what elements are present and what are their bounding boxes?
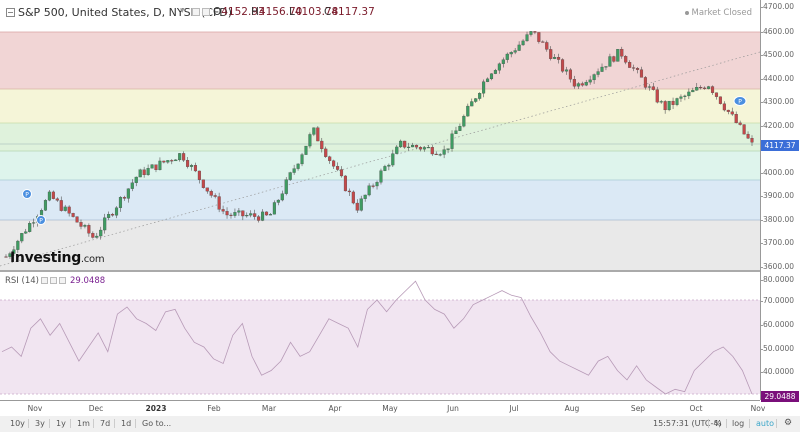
market-status: Market Closed xyxy=(684,8,752,18)
time-label: Mar xyxy=(261,404,277,413)
rsi-line xyxy=(1,280,753,395)
time-label: Dec xyxy=(88,404,104,413)
time-label: Feb xyxy=(207,404,221,413)
price-tick: 3900.00 xyxy=(759,191,795,200)
hide-icon[interactable] xyxy=(202,8,210,16)
separator xyxy=(70,419,71,428)
ohlc-high: H4156.70 xyxy=(251,6,303,18)
time-label: Apr xyxy=(328,404,342,413)
separator xyxy=(49,419,50,428)
time-label: 2023 xyxy=(145,404,167,413)
rsi-tick: 50.0000 xyxy=(759,344,795,353)
range-10y-button[interactable]: 10y xyxy=(10,419,25,428)
rsi-band xyxy=(0,300,760,394)
price-tick: 4500.00 xyxy=(759,50,795,59)
rsi-settings-icon[interactable] xyxy=(41,277,48,284)
separator xyxy=(93,419,94,428)
separator xyxy=(708,419,709,428)
pane-divider[interactable] xyxy=(0,270,800,272)
clock-display: 15:57:31 (UTC-4) xyxy=(653,419,722,428)
range-7d-button[interactable]: 7d xyxy=(100,419,111,428)
svg-text:P: P xyxy=(738,99,742,106)
separator xyxy=(749,419,750,428)
separator xyxy=(114,419,115,428)
rsi-hide-icon[interactable] xyxy=(50,277,57,284)
ohlc-low: L4103.78 xyxy=(289,6,339,18)
rsi-tick: 60.0000 xyxy=(759,320,795,329)
time-label: Nov xyxy=(750,404,766,413)
price-tick: 4200.00 xyxy=(759,121,795,130)
price-tick: 4600.00 xyxy=(759,27,795,36)
goto-date-button[interactable]: Go to... xyxy=(142,419,172,428)
time-axis[interactable]: Nov Dec 2023 Feb Mar Apr May Jun Jul Aug… xyxy=(0,400,765,416)
time-label: Oct xyxy=(689,404,703,413)
gear-icon[interactable]: ⚙ xyxy=(784,418,793,428)
instrument-title[interactable]: S&P 500, United States, D, NYSE (CFD) xyxy=(18,6,233,19)
time-label: Jun xyxy=(447,404,459,413)
fib-level-lines xyxy=(0,31,760,221)
range-1d-button[interactable]: 1d xyxy=(121,419,132,428)
fib-band-gray xyxy=(0,220,760,272)
fib-band-red xyxy=(0,32,760,89)
time-label: Sep xyxy=(630,404,646,413)
rsi-indicator-label[interactable]: RSI (14) ▾ xyxy=(5,276,45,286)
auto-scale-toggle[interactable]: auto xyxy=(756,419,775,428)
separator xyxy=(726,419,727,428)
p-marker-1[interactable]: P xyxy=(22,189,32,199)
separator xyxy=(135,419,136,428)
candlesticks xyxy=(4,30,754,259)
range-1m-button[interactable]: 1m xyxy=(77,419,90,428)
fib-band-yellow xyxy=(0,89,760,123)
svg-text:P: P xyxy=(25,192,29,199)
chart-header: S&P 500, United States, D, NYSE (CFD) ▾ … xyxy=(0,0,760,28)
price-tick: 3700.00 xyxy=(759,238,795,247)
price-tick: 4300.00 xyxy=(759,97,795,106)
svg-text:P: P xyxy=(39,218,43,225)
fib-band-blue xyxy=(0,180,760,220)
bottom-toolbar: 10y 3y 1y 1m 7d 1d Go to... 15:57:31 (UT… xyxy=(0,416,800,432)
price-tick: 4000.00 xyxy=(759,168,795,177)
rsi-chart[interactable] xyxy=(0,272,760,400)
time-label: Aug xyxy=(564,404,580,413)
price-tick: 4400.00 xyxy=(759,74,795,83)
price-chart[interactable]: P P P xyxy=(0,0,760,272)
rsi-tick: 40.0000 xyxy=(759,367,795,376)
investing-logo: Investing.com xyxy=(10,250,105,266)
collapse-icon[interactable] xyxy=(6,8,15,17)
price-tick: 3800.00 xyxy=(759,215,795,224)
price-tick: 3600.00 xyxy=(759,262,795,271)
last-price-label: 4117.37 xyxy=(761,140,799,151)
settings-icon[interactable] xyxy=(192,8,200,16)
fib-band-green xyxy=(0,123,760,151)
status-dot-icon xyxy=(684,10,689,15)
rsi-last-value-label: 29.0488 xyxy=(761,391,799,402)
price-tick: 4700.00 xyxy=(759,2,795,11)
rsi-tick: 70.0000 xyxy=(759,296,795,305)
separator xyxy=(28,419,29,428)
range-1y-button[interactable]: 1y xyxy=(56,419,66,428)
log-scale-toggle[interactable]: log xyxy=(732,419,745,428)
ohlc-open: O4152.93 xyxy=(213,6,265,18)
range-3y-button[interactable]: 3y xyxy=(35,419,45,428)
time-label: May xyxy=(382,404,398,413)
chevron-down-icon[interactable]: ▾ xyxy=(180,6,185,16)
time-label: Jul xyxy=(509,404,519,413)
price-axis[interactable]: 4700.00 4600.00 4500.00 4400.00 4300.00 … xyxy=(759,0,800,400)
percent-scale-toggle[interactable]: % xyxy=(714,419,722,428)
rsi-close-icon[interactable] xyxy=(59,277,66,284)
time-label: Nov xyxy=(27,404,43,413)
p-marker-2[interactable]: P xyxy=(36,215,46,225)
p-marker-3[interactable]: P xyxy=(733,96,747,106)
rsi-current-value: 29.0488 xyxy=(70,276,106,286)
ohlc-close: C4117.37 xyxy=(324,6,375,18)
rsi-tick: 80.0000 xyxy=(759,275,795,284)
separator xyxy=(776,419,777,428)
